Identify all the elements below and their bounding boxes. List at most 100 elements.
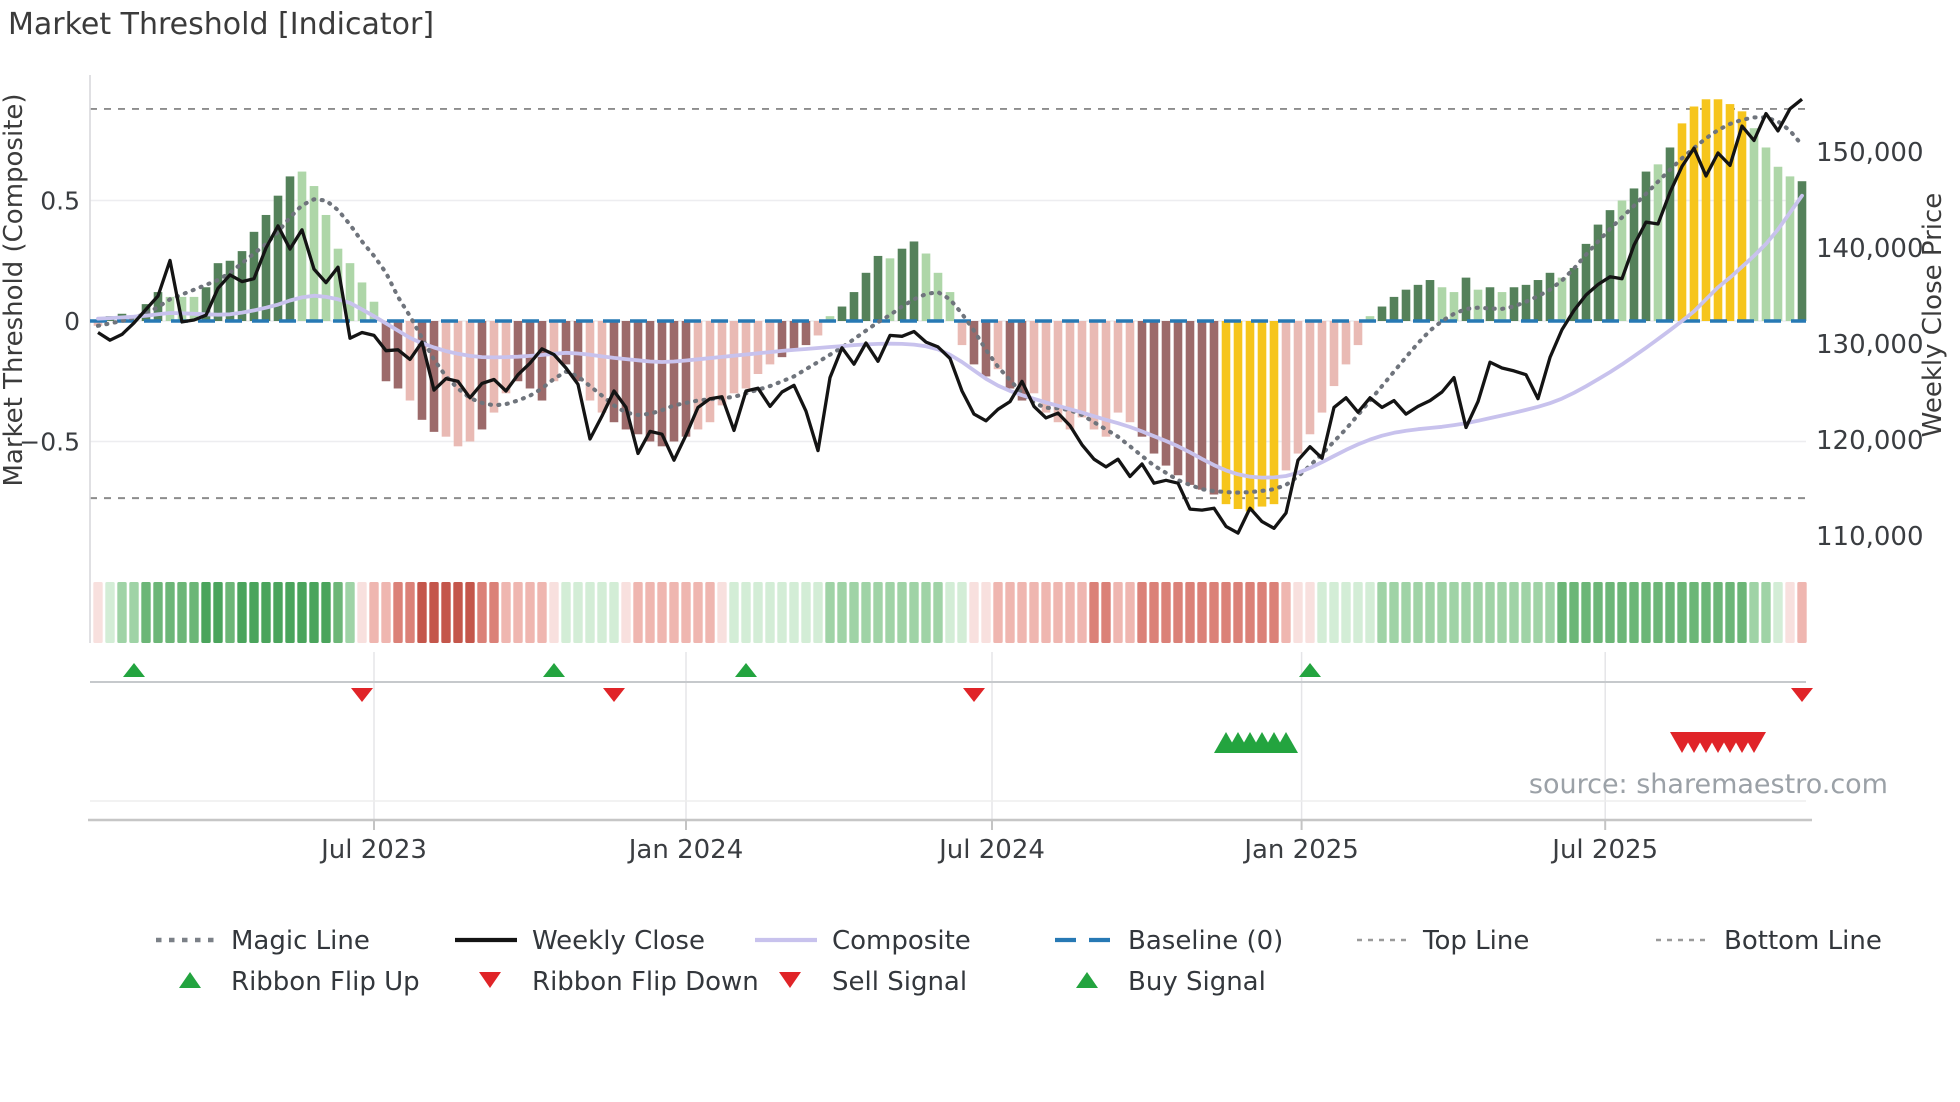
ribbon-stripe: [921, 582, 931, 643]
composite-bar: [1065, 321, 1075, 430]
ribbon-flip-down-marker: [1791, 688, 1813, 702]
ribbon-flip-down-marker: [963, 688, 985, 702]
ribbon-stripe: [597, 582, 607, 643]
composite-bar: [1653, 164, 1663, 321]
composite-bar: [1149, 321, 1159, 454]
ribbon-stripe: [897, 582, 907, 643]
composite-bar: [1305, 321, 1315, 435]
ribbon-stripe: [1545, 582, 1555, 643]
composite-bar: [1569, 267, 1579, 321]
ribbon-stripe: [501, 582, 511, 643]
composite-bar: [1005, 321, 1015, 389]
ribbon-stripe: [1641, 582, 1651, 643]
ribbon-stripe: [1521, 582, 1531, 643]
composite-bar: [1125, 321, 1135, 423]
composite-bar: [225, 260, 235, 321]
ribbon-stripe: [309, 582, 319, 643]
chart-graphics: 0.5 0 −0.5 150,000 140,000 130,000 120,000 110,…: [19, 75, 1924, 997]
composite-bar: [1785, 176, 1795, 321]
composite-bar: [789, 321, 799, 350]
composite-bar: [465, 321, 475, 442]
composite-bar: [369, 301, 379, 321]
ribbon-stripe: [129, 582, 139, 643]
composite-bar: [1761, 147, 1771, 321]
composite-bar: [657, 321, 667, 447]
composite-bar: [1581, 243, 1591, 321]
ribbon-stripe: [1293, 582, 1303, 643]
composite-bar: [1077, 321, 1087, 418]
composite-bar: [1509, 287, 1519, 321]
legend-label-ribbon-flip-down: Ribbon Flip Down: [532, 967, 759, 997]
ribbon-stripe: [1029, 582, 1039, 643]
ribbon-stripe: [633, 582, 643, 643]
ribbon-stripe: [105, 582, 115, 643]
composite-bar: [1209, 321, 1219, 495]
ribbon-stripe: [729, 582, 739, 643]
ribbon-stripe: [1137, 582, 1147, 643]
legend-label-bottom-line: Bottom Line: [1724, 926, 1882, 956]
ribbon-stripe: [441, 582, 451, 643]
ribbon-stripe: [717, 582, 727, 643]
composite-bar: [93, 321, 103, 326]
ribbon-stripe: [1185, 582, 1195, 643]
ribbon-stripe: [1665, 582, 1675, 643]
ribbon-stripe: [153, 582, 163, 643]
composite-bar: [1461, 277, 1471, 321]
ribbon-stripe: [1257, 582, 1267, 643]
ribbon-stripe: [909, 582, 919, 643]
ribbon-stripe: [93, 582, 103, 643]
composite-bar: [1329, 321, 1339, 387]
composite-bar: [237, 251, 247, 321]
ribbon-stripe: [1305, 582, 1315, 643]
y-axis-tick-label-right: 130,000: [1816, 330, 1924, 360]
ribbon-stripe: [753, 582, 763, 643]
ribbon-stripe: [1065, 582, 1075, 643]
composite-bar: [1233, 321, 1243, 509]
legend-label-buy-signal: Buy Signal: [1128, 967, 1266, 997]
composite-bar: [681, 321, 691, 437]
ribbon-stripe: [369, 582, 379, 643]
ribbon-stripe: [405, 582, 415, 643]
composite-bar: [1749, 128, 1759, 321]
composite-bar: [1665, 147, 1675, 321]
ribbon-stripe: [1005, 582, 1015, 643]
ribbon-stripe: [849, 582, 859, 643]
composite-bar: [417, 321, 427, 420]
ribbon-flip-up-marker: [543, 663, 565, 677]
ribbon-stripe: [765, 582, 775, 643]
ribbon-stripe: [285, 582, 295, 643]
composite-bar: [1173, 321, 1183, 476]
y-axis-tick-label-left: −0.5: [19, 428, 80, 457]
ribbon-stripe: [1749, 582, 1759, 643]
ribbon-stripe: [1773, 582, 1783, 643]
x-axis-tick-label: Jul 2023: [319, 835, 427, 865]
composite-bar: [1497, 292, 1507, 321]
ribbon-stripe: [561, 582, 571, 643]
composite-bar: [849, 292, 859, 321]
ribbon-stripe: [1509, 582, 1519, 643]
y-axis-tick-label-left: 0.5: [40, 187, 80, 216]
ribbon-stripe: [681, 582, 691, 643]
ribbon-stripe: [117, 582, 127, 643]
legend-label-baseline-0-: Baseline (0): [1128, 926, 1283, 956]
y-axis-tick-label-right: 110,000: [1816, 522, 1924, 552]
composite-bar: [801, 321, 811, 346]
composite-bar: [1689, 106, 1699, 321]
composite-bar: [1089, 321, 1099, 430]
composite-bar: [957, 321, 967, 346]
composite-bar: [1317, 321, 1327, 413]
ribbon-stripe: [249, 582, 259, 643]
ribbon-stripe: [141, 582, 151, 643]
ribbon-stripe: [1449, 582, 1459, 643]
ribbon-stripe: [513, 582, 523, 643]
ribbon-stripe: [1437, 582, 1447, 643]
legend-swatch-sell-signal: [779, 972, 801, 988]
ribbon-stripe: [1053, 582, 1063, 643]
legend-label-composite: Composite: [832, 926, 971, 956]
composite-bar: [669, 321, 679, 442]
composite-bar: [945, 292, 955, 321]
magic-line: [95, 115, 1805, 495]
composite-bar: [1377, 306, 1387, 321]
ribbon-stripe: [297, 582, 307, 643]
composite-bar: [1413, 284, 1423, 321]
